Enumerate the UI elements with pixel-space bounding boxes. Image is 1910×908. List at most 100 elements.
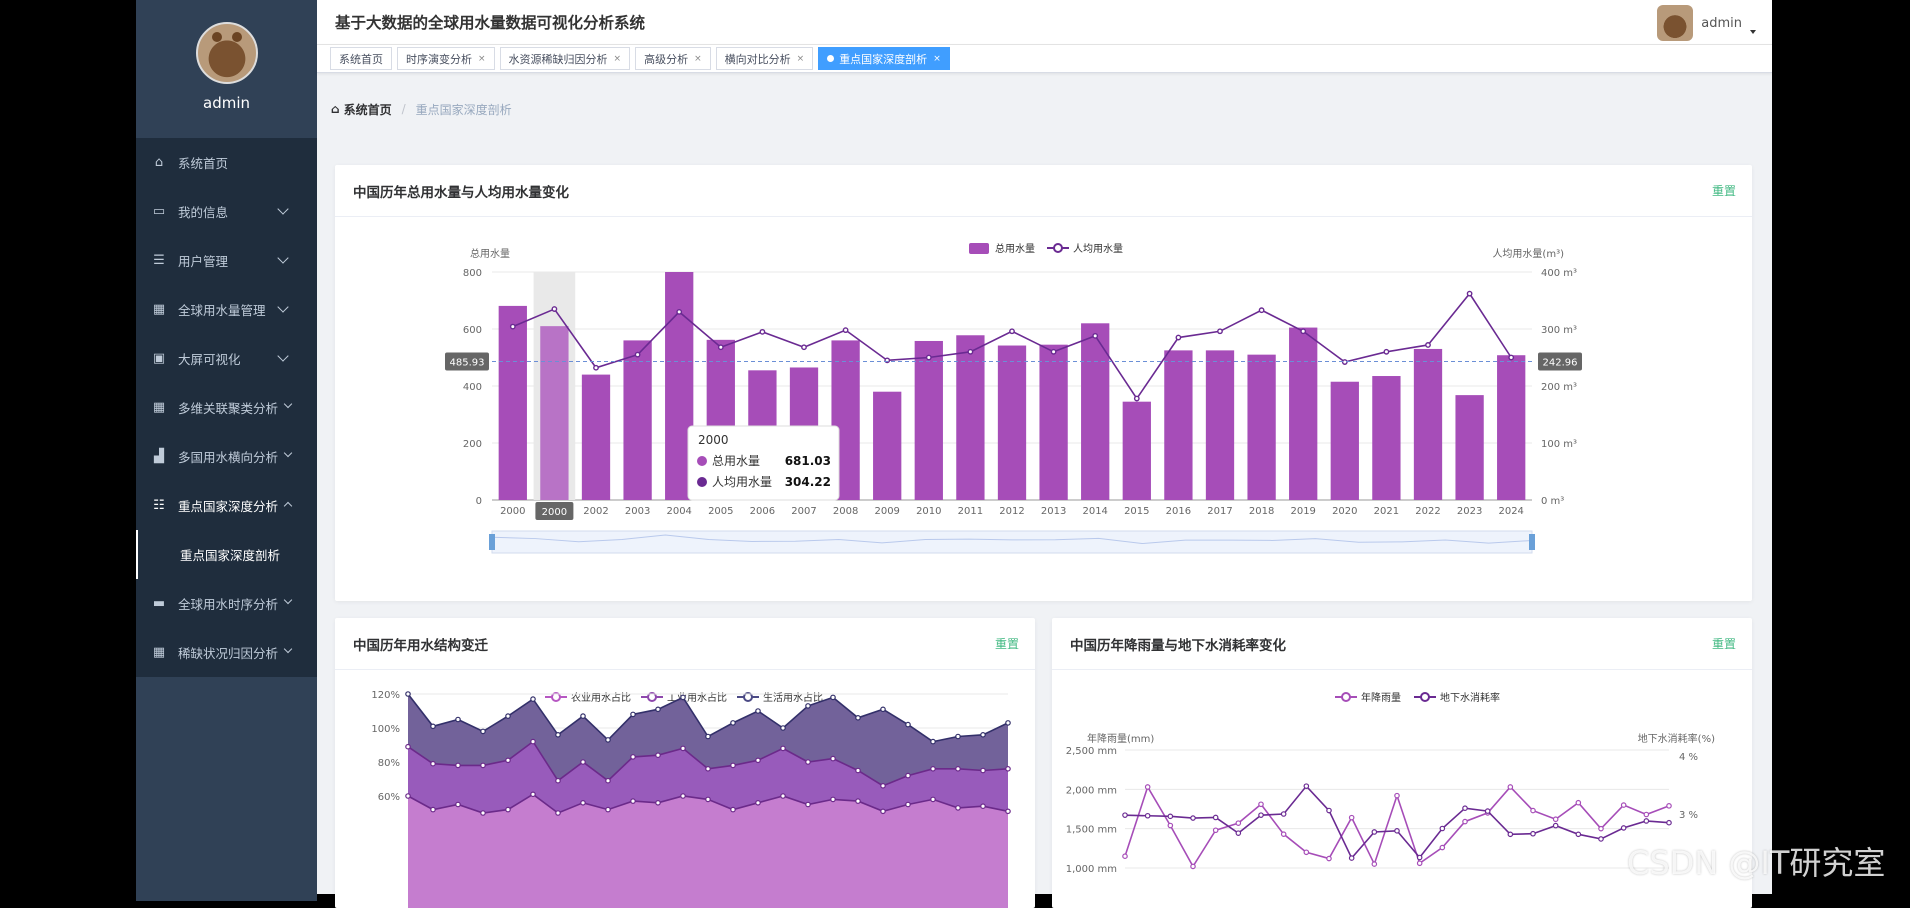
series-point — [630, 711, 636, 718]
tab-horizontal[interactable]: 横向对比分析 × — [715, 47, 814, 70]
legend-swatch — [1341, 692, 1351, 702]
sidebar-item-users[interactable]: ☰ 用户管理 — [136, 236, 317, 285]
groundwater-point — [1122, 812, 1128, 818]
reset-button[interactable]: 重置 — [1711, 637, 1736, 651]
card-header: 中国历年用水结构变迁 重置 — [335, 618, 1035, 670]
series-point — [780, 793, 786, 799]
sidebar-item-label: 我的信息 — [178, 205, 229, 220]
reset-button[interactable]: 重置 — [994, 637, 1019, 651]
breadcrumb-separator: / — [401, 102, 406, 116]
tab-key-country[interactable]: 重点国家深度剖析 × — [818, 47, 950, 70]
rainfall-point — [1235, 820, 1242, 826]
breadcrumb-home[interactable]: ⌂ 系统首页 — [331, 101, 392, 118]
axis-pointer-x-bg — [535, 502, 574, 520]
close-icon[interactable]: × — [478, 53, 486, 64]
sidebar-item-scarcity[interactable]: ▦ 稀缺状况归因分析 — [136, 628, 317, 677]
series-point — [980, 732, 986, 738]
sidebar-item-timeseries[interactable]: ▬ 全球用水时序分析 — [136, 579, 317, 628]
groundwater-point — [1643, 818, 1650, 824]
avatar[interactable] — [1657, 5, 1694, 41]
rainfall-point — [1575, 799, 1582, 806]
x-tick-label: 2020 — [1332, 506, 1357, 517]
user-name[interactable]: admin — [1701, 15, 1742, 31]
groundwater-point — [1348, 855, 1355, 861]
series-point — [1005, 766, 1011, 772]
legend-agri: 农业用水占比 — [571, 691, 631, 704]
y-tick-label: 60% — [378, 792, 400, 803]
legend-swatch — [647, 692, 657, 702]
y-tick-label: 80% — [378, 758, 400, 769]
tab-advanced[interactable]: 高级分析 × — [635, 47, 711, 70]
series-point — [480, 762, 486, 769]
tooltip-box — [687, 425, 840, 501]
point-2012 — [1009, 328, 1015, 335]
area-0 — [408, 794, 1008, 908]
sidebar-item-bigscreen[interactable]: ▣ 大屏可视化 — [136, 334, 317, 383]
chevron-down-icon — [277, 350, 289, 362]
series-point — [980, 767, 986, 774]
point-2010 — [925, 354, 932, 361]
tab-timeseries[interactable]: 时序演变分析 × — [397, 47, 495, 70]
bar-2011 — [956, 335, 985, 500]
id-card-icon: ▭ — [152, 204, 166, 219]
y-tick-label-left: 1,500 mm — [1066, 825, 1117, 836]
rainfall-point — [1258, 801, 1264, 808]
close-icon[interactable]: × — [694, 53, 702, 64]
sidebar-item-my-info[interactable]: ▭ 我的信息 — [136, 187, 317, 236]
x-tick-label: 2000 — [500, 506, 525, 517]
bar-2018 — [1247, 354, 1276, 500]
point-2019 — [1300, 328, 1307, 335]
sidebar-item-water-manage[interactable]: ▦ 全球用水量管理 — [136, 285, 317, 334]
sliders-icon: ☷ — [153, 498, 165, 513]
sidebar-subitem-key-country-analysis[interactable]: 重点国家深度剖析 — [136, 530, 317, 579]
x-tick-label: 2024 — [1498, 506, 1523, 517]
groundwater-point — [1530, 830, 1536, 837]
sidebar-item-label: 全球用水量管理 — [178, 303, 266, 318]
close-icon[interactable]: × — [613, 53, 622, 64]
x-tick-label: 2015 — [1124, 506, 1149, 517]
sidebar-item-label: 全球用水时序分析 — [178, 597, 279, 612]
user-menu[interactable]: admin — [1657, 5, 1756, 41]
series-point — [930, 738, 936, 745]
caret-down-icon[interactable] — [1750, 30, 1756, 34]
bar-2012 — [997, 345, 1027, 500]
bar-2019 — [1289, 327, 1318, 500]
card-title: 中国历年用水结构变迁 — [353, 637, 488, 654]
sidebar-item-key-country[interactable]: ☷ 重点国家深度分析 — [136, 481, 317, 530]
point-2015 — [1133, 395, 1140, 402]
series-point — [730, 762, 736, 769]
tab-scarcity[interactable]: 水资源稀缺归因分析 × — [499, 47, 631, 70]
close-icon[interactable]: × — [796, 53, 805, 64]
point-2021 — [1383, 348, 1390, 355]
sidebar-item-cluster[interactable]: ▦ 多维关联聚类分析 — [136, 383, 317, 432]
bar-2022 — [1413, 348, 1443, 500]
avatar[interactable] — [195, 22, 258, 84]
legend-groundwater: 地下水消耗率 — [1440, 691, 1500, 704]
bar-2000 — [498, 305, 527, 500]
groundwater-point — [1507, 831, 1514, 838]
series-point — [805, 703, 811, 709]
groundwater-point — [1552, 822, 1559, 829]
bar-2023 — [1455, 395, 1484, 500]
active-dot-icon — [827, 55, 835, 62]
y-tick-label-left: 800 — [463, 268, 482, 279]
sidebar-item-home[interactable]: ⌂ 系统首页 — [136, 138, 317, 187]
tab-home[interactable]: 系统首页 — [330, 47, 392, 70]
sidebar-item-horizontal[interactable]: ▟ 多国用水横向分析 — [136, 432, 317, 481]
point-2011 — [967, 348, 974, 355]
close-icon[interactable]: × — [933, 53, 941, 64]
y-tick-label-left: 200 — [463, 439, 482, 450]
series-point — [730, 720, 736, 726]
tab-bar: 系统首页 时序演变分析 × 水资源稀缺归因分析 × 高级分析 × 横向对比分析 × 重点… — [317, 45, 1772, 73]
series-point — [805, 759, 811, 765]
y-tick-label: 120% — [371, 690, 400, 701]
series-point — [705, 796, 711, 803]
series-point — [430, 723, 436, 730]
series-point — [905, 721, 911, 728]
series-point — [830, 694, 836, 701]
reset-button[interactable]: 重置 — [1711, 184, 1736, 198]
x-tick-label: 2016 — [1166, 506, 1191, 517]
